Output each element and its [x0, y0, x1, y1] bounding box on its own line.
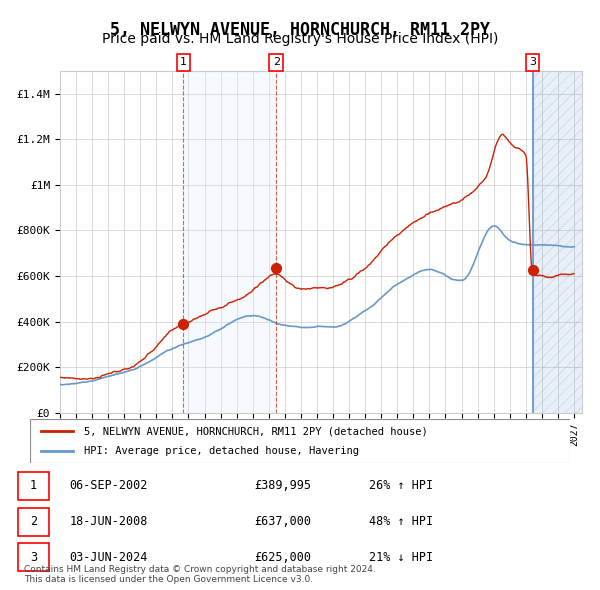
Text: 03-JUN-2024: 03-JUN-2024: [70, 551, 148, 564]
Point: [271, 263, 281, 273]
Text: 48% ↑ HPI: 48% ↑ HPI: [369, 515, 433, 528]
Text: 26% ↑ HPI: 26% ↑ HPI: [369, 479, 433, 492]
Text: £389,995: £389,995: [254, 479, 311, 492]
Text: 2: 2: [30, 515, 37, 528]
Text: 5, NELWYN AVENUE, HORNCHURCH, RM11 2PY: 5, NELWYN AVENUE, HORNCHURCH, RM11 2PY: [110, 21, 490, 39]
Text: 3: 3: [529, 57, 536, 67]
Text: Contains HM Land Registry data © Crown copyright and database right 2024.
This d: Contains HM Land Registry data © Crown c…: [24, 565, 376, 584]
Text: 5, NELWYN AVENUE, HORNCHURCH, RM11 2PY (detached house): 5, NELWYN AVENUE, HORNCHURCH, RM11 2PY (…: [84, 427, 428, 436]
Text: 2: 2: [272, 57, 280, 67]
FancyBboxPatch shape: [18, 472, 49, 500]
Text: 1: 1: [30, 479, 37, 492]
FancyBboxPatch shape: [30, 419, 570, 463]
Bar: [533, 71, 582, 413]
Text: 1: 1: [180, 57, 187, 67]
FancyBboxPatch shape: [18, 543, 49, 572]
Bar: [184, 71, 276, 413]
Point: [179, 319, 188, 329]
FancyBboxPatch shape: [18, 507, 49, 536]
Text: HPI: Average price, detached house, Havering: HPI: Average price, detached house, Have…: [84, 446, 359, 455]
Text: 18-JUN-2008: 18-JUN-2008: [70, 515, 148, 528]
Text: 3: 3: [30, 551, 37, 564]
Text: £637,000: £637,000: [254, 515, 311, 528]
Text: Price paid vs. HM Land Registry's House Price Index (HPI): Price paid vs. HM Land Registry's House …: [102, 32, 498, 47]
Text: 21% ↓ HPI: 21% ↓ HPI: [369, 551, 433, 564]
Point: [528, 266, 538, 275]
Text: 06-SEP-2002: 06-SEP-2002: [70, 479, 148, 492]
Text: £625,000: £625,000: [254, 551, 311, 564]
